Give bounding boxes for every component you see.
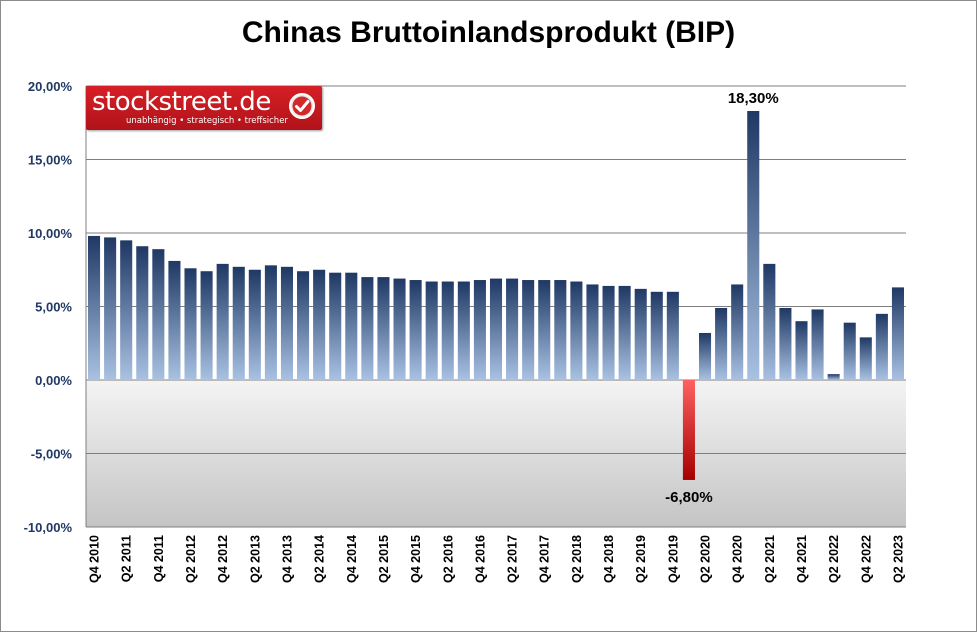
x-tick-label: Q4 2021 [795, 535, 809, 583]
bar [152, 249, 165, 380]
x-tick-label: Q4 2022 [859, 535, 873, 583]
bar [795, 321, 808, 380]
x-tick-label: Q2 2013 [248, 535, 262, 583]
x-tick-label: Q2 2015 [377, 535, 391, 583]
bar [248, 269, 261, 380]
bar [698, 332, 712, 380]
bar [666, 291, 679, 380]
y-tick-label: 10,00% [28, 226, 73, 241]
x-tick-label: Q2 2014 [313, 535, 327, 583]
y-tick-label: 0,00% [35, 373, 72, 388]
bar [184, 268, 197, 380]
data-label: 18,30% [728, 90, 779, 107]
chart-title: Chinas Bruttoinlandsprodukt (BIP) [241, 16, 736, 49]
bar [811, 309, 824, 380]
bar [489, 278, 503, 380]
bar [779, 307, 792, 380]
x-tick-label: Q4 2012 [216, 535, 230, 583]
checkmark-icon [289, 93, 315, 119]
bar [586, 284, 599, 380]
bar [457, 281, 470, 380]
bar [827, 374, 840, 380]
x-tick-label: Q2 2017 [506, 535, 520, 583]
bar [859, 337, 872, 380]
data-label: -6,80% [665, 489, 713, 506]
bar [473, 280, 486, 380]
bar [425, 281, 438, 380]
x-tick-label: Q4 2015 [409, 535, 423, 583]
bar [280, 266, 294, 380]
bar [634, 288, 647, 380]
y-tick-label: -5,00% [31, 447, 73, 462]
bar [875, 313, 888, 380]
x-tick-label: Q4 2018 [602, 535, 616, 583]
x-tick-label: Q2 2011 [120, 535, 134, 582]
bar [506, 278, 519, 380]
bar [136, 246, 149, 380]
bar [731, 284, 744, 380]
x-tick-label: Q4 2017 [538, 535, 552, 583]
bar [297, 271, 310, 380]
bar [409, 280, 422, 380]
x-tick-label: Q4 2010 [88, 535, 102, 583]
bar [570, 281, 583, 380]
x-tick-label: Q2 2020 [699, 535, 713, 583]
bar [393, 278, 406, 380]
x-tick-label: Q4 2013 [280, 535, 294, 583]
bar [216, 263, 229, 380]
bar [715, 307, 728, 380]
y-tick-label: 20,00% [28, 79, 73, 94]
x-tick-label: Q2 2018 [570, 535, 584, 583]
logo-tagline: unabhängig • strategisch • treffsicher [126, 116, 288, 126]
x-axis-ticks: Q4 2010 Q2 2011 Q4 2011 Q2 2012 Q4 2012 Q2 20… [88, 535, 906, 583]
bar [441, 281, 454, 380]
y-axis-ticks: -10,00% -5,00% 0,00% 5,00% 10,00% 15,00% 20,00… [24, 79, 73, 535]
bar [361, 277, 374, 380]
x-tick-label: Q4 2016 [473, 535, 487, 583]
bar [522, 280, 535, 380]
bar [538, 280, 551, 380]
bar [891, 287, 904, 380]
bar [264, 265, 277, 380]
bar [377, 277, 390, 380]
x-tick-label: Q2 2019 [634, 535, 648, 583]
bar [602, 285, 615, 380]
bar [763, 263, 776, 380]
bar [104, 237, 117, 380]
bar [88, 235, 101, 380]
bar [232, 266, 245, 380]
logo-name: stockstreet.de [92, 87, 271, 117]
bar [747, 110, 760, 381]
bars [88, 110, 904, 480]
x-tick-label: Q4 2011 [152, 535, 166, 582]
x-tick-label: Q2 2023 [891, 535, 905, 583]
y-tick-label: -10,00% [24, 520, 73, 535]
bar [329, 272, 342, 380]
bar [618, 285, 631, 380]
x-tick-label: Q2 2022 [827, 535, 841, 583]
bar [843, 322, 856, 380]
x-tick-label: Q4 2020 [731, 535, 745, 583]
bar [168, 260, 181, 380]
bar [682, 380, 695, 480]
x-tick-label: Q2 2021 [763, 535, 777, 583]
bar [200, 271, 213, 380]
bar [554, 280, 567, 380]
bar [650, 291, 663, 380]
x-tick-label: Q4 2019 [666, 535, 680, 583]
bar [120, 240, 133, 380]
bar [345, 272, 358, 380]
bar [313, 269, 326, 380]
stockstreet-logo: stockstreet.de unabhängig • strategisch … [86, 86, 322, 130]
y-tick-label: 15,00% [28, 153, 73, 168]
x-tick-label: Q4 2014 [345, 535, 359, 583]
data-labels: 18,30% -6,80% [665, 90, 779, 506]
x-tick-label: Q2 2016 [441, 535, 455, 583]
x-tick-label: Q2 2012 [184, 535, 198, 583]
y-tick-label: 5,00% [35, 300, 72, 315]
